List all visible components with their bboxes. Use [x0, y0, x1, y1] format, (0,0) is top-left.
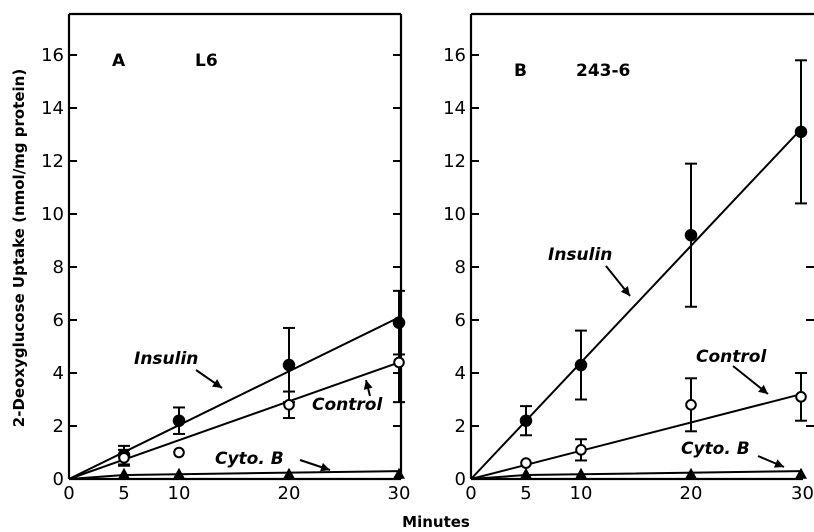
panel-b-letter: B	[514, 61, 527, 81]
panel-a-annotation-arrowhead	[320, 462, 330, 472]
panel-b-annotation-arrowhead	[620, 286, 630, 296]
panel-b-point-cytob	[575, 467, 587, 479]
panel-a-point-cytob	[173, 467, 185, 479]
panel-b-point-insulin	[684, 228, 698, 242]
panel-b-point-control	[520, 457, 532, 469]
panel-b-x-tick-label: 20	[680, 483, 703, 504]
panel-a-y-tick-label: 12	[41, 151, 64, 172]
panel-a-letter: A	[112, 51, 126, 71]
panel-b: B 243-6 Insulin Control Cyto. B	[514, 61, 767, 459]
panel-b-point-control	[575, 444, 587, 456]
panel-a-point-cytob	[118, 467, 130, 479]
panel-b-name: 243-6	[576, 61, 630, 81]
panel-a-point-cytob	[393, 467, 405, 479]
panel-a-insulin-label: Insulin	[134, 349, 198, 369]
panel-a-y-tick-label: 4	[53, 363, 64, 384]
x-axis-title: Minutes	[402, 513, 470, 531]
panel-a-x-tick-label: 10	[168, 483, 191, 504]
panel-a-y-tick-label: 14	[41, 98, 64, 119]
panel-b-y-tick-label: 4	[455, 363, 466, 384]
panel-b-y-tick-label: 14	[443, 98, 466, 119]
panel-a-point-control	[118, 452, 130, 464]
panel-b-plot: 0 2 4 6 8 10 12 14 16 0 5 10 20 30	[443, 12, 814, 504]
panel-b-control-label: Control	[696, 347, 767, 367]
panel-a-point-cytob	[283, 467, 295, 479]
panel-b-y-tick-label: 16	[443, 45, 466, 66]
panel-b-fit-line-insulin	[470, 128, 802, 480]
panel-b-y-tick-label: 8	[455, 257, 466, 278]
panel-b-point-insulin	[574, 358, 588, 372]
panel-a-y-tick-label: 0	[53, 469, 64, 490]
panel-a-point-control	[173, 446, 185, 459]
panel-b-x-tick-label: 10	[570, 483, 593, 504]
panel-b-point-insulin	[519, 414, 533, 427]
panel-b-y-tick-label: 0	[455, 469, 466, 490]
panel-b-y-tick-label: 2	[455, 416, 466, 437]
panel-b-point-control	[685, 399, 697, 411]
panel-b-y-tick-label: 10	[443, 204, 466, 225]
panel-a-plot: 0 2 4 6 8 10 12 14 16 0 5 10 20 30	[41, 12, 411, 504]
panel-b-annotation-arrowhead	[773, 459, 784, 468]
panel-a-name: L6	[195, 51, 218, 71]
panel-a-y-tick-label: 8	[53, 257, 64, 278]
panel-a-y-tick-label: 6	[53, 310, 64, 331]
panel-a-y-tick-label: 10	[41, 204, 64, 225]
panel-a-x-tick-label: 5	[118, 483, 129, 504]
panel-a-y-tick-label: 16	[41, 45, 64, 66]
panel-a-x-tick-label: 30	[388, 483, 411, 504]
panel-a: A L6 Insulin Control Cyto. B	[112, 51, 383, 469]
panel-b-insulin-label: Insulin	[548, 245, 612, 265]
panel-b-x-tick-label: 5	[520, 483, 531, 504]
panel-b-point-control	[795, 391, 807, 403]
panel-b-point-insulin	[794, 125, 808, 139]
panel-a-point-control	[393, 356, 405, 369]
panel-a-annotation-arrowhead	[363, 380, 373, 390]
panel-b-point-cytob	[685, 467, 697, 479]
panel-a-point-control	[283, 399, 295, 411]
panel-b-point-cytob	[795, 467, 807, 479]
panel-a-annotation-arrowhead	[212, 379, 222, 388]
panel-b-point-cytob	[520, 467, 532, 479]
panel-b-annotation-arrowhead	[758, 384, 768, 394]
y-axis-title: 2-Deoxyglucose Uptake (nmol/mg protein)	[10, 69, 28, 427]
panel-a-cytob-label: Cyto. B	[215, 449, 284, 469]
panel-a-x-tick-label: 0	[63, 483, 74, 504]
panel-a-control-label: Control	[312, 395, 383, 415]
panel-a-point-insulin	[282, 358, 296, 372]
panel-b-y-tick-label: 6	[455, 310, 466, 331]
panel-a-point-insulin	[172, 414, 186, 427]
panel-a-y-tick-label: 2	[53, 416, 64, 437]
panel-b-cytob-label: Cyto. B	[681, 439, 750, 459]
panel-b-y-tick-label: 12	[443, 151, 466, 172]
panel-a-x-tick-label: 20	[278, 483, 301, 504]
panel-b-x-tick-label: 0	[465, 483, 476, 504]
panel-b-x-tick-label: 30	[791, 483, 814, 504]
